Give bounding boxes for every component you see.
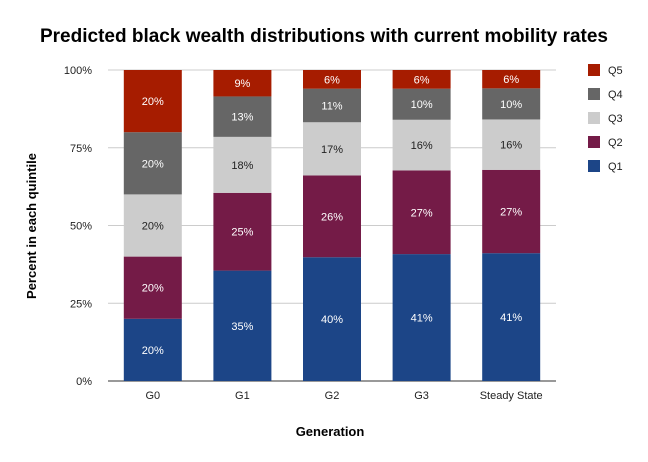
data-label: 20% [142, 96, 164, 108]
bar-segment-q1 [213, 270, 272, 381]
bar-segment-q1 [392, 254, 451, 381]
bar-segment-q5 [123, 70, 182, 133]
bar-stack: 41% 27% 16% 10% 6% [482, 70, 541, 381]
bar-stack: 41% 27% 16% 10% 6% [392, 70, 451, 381]
data-label: 11% [321, 100, 342, 112]
bar-segment-q5 [303, 70, 361, 89]
bar-segment-q4 [482, 88, 541, 120]
legend-label: Q4 [608, 89, 623, 101]
bar-segment-q4 [213, 96, 272, 137]
data-label: 20% [142, 158, 164, 170]
bar-segment-q4 [123, 132, 182, 195]
data-label: 41% [500, 312, 522, 324]
bar-segment-q4 [392, 88, 451, 120]
data-label: 27% [500, 207, 522, 219]
x-tick-label: Steady State [480, 390, 543, 402]
legend-swatch [588, 64, 600, 76]
bar-stack: 35% 25% 18% 13% 9% [213, 70, 272, 381]
bar-segment-q2 [213, 192, 272, 271]
bar-segment-q1 [303, 257, 361, 381]
bar-segment-q2 [303, 175, 361, 258]
data-label: 40% [321, 314, 343, 326]
x-tick-label: G3 [414, 390, 429, 402]
bar-segment-q3 [213, 136, 272, 193]
legend-label: Q2 [608, 137, 623, 149]
bar-segment-q4 [303, 88, 361, 123]
bar-segment-q5 [213, 70, 272, 97]
data-label: 25% [231, 227, 253, 239]
legend-item-q1: Q1 [588, 160, 623, 173]
x-axis-ticks: G0 G1 G2 G3 Steady State [145, 390, 542, 402]
data-label: 20% [142, 221, 164, 233]
y-axis-title: Percent in each quintile [24, 153, 39, 299]
data-label: 10% [411, 99, 433, 111]
bar-stack: 20% 20% 20% 20% 20% [123, 70, 182, 381]
y-tick-label: 50% [70, 221, 92, 233]
bar-segment-q1 [482, 253, 541, 381]
legend-label: Q3 [608, 113, 623, 125]
legend-item-q5: Q5 [588, 64, 623, 77]
bar-segment-q3 [392, 119, 451, 171]
data-label: 6% [324, 74, 340, 86]
legend-item-q3: Q3 [588, 112, 623, 125]
legend-label: Q1 [608, 161, 623, 173]
bar-segment-q2 [392, 170, 451, 255]
bar-segment-q3 [303, 122, 361, 176]
bars: 20% 20% 20% 20% 20% 35% 25% 18% 13% 9% 40% 26% 17% 11… [123, 70, 541, 381]
legend-swatch [588, 160, 600, 172]
bar-segment-q2 [123, 256, 182, 319]
data-label: 16% [411, 140, 433, 152]
data-label: 10% [500, 99, 522, 111]
legend-swatch [588, 88, 600, 100]
x-tick-label: G2 [325, 390, 340, 402]
legend-item-q2: Q2 [588, 136, 623, 149]
bar-stack: 40% 26% 17% 11% 6% [303, 70, 361, 381]
data-label: 41% [411, 313, 433, 325]
y-tick-label: 25% [70, 298, 92, 310]
data-label: 27% [411, 207, 433, 219]
x-tick-label: G0 [145, 390, 160, 402]
data-label: 18% [231, 160, 253, 172]
data-label: 6% [414, 74, 430, 86]
y-tick-label: 75% [70, 143, 92, 155]
data-label: 9% [234, 78, 250, 90]
data-label: 6% [503, 74, 519, 86]
bar-segment-q2 [482, 169, 541, 254]
x-tick-label: G1 [235, 390, 250, 402]
bar-segment-q3 [123, 194, 182, 257]
legend-label: Q5 [608, 65, 623, 77]
y-axis-ticks: 0% 25% 50% 75% 100% [64, 65, 92, 388]
data-label: 20% [142, 283, 164, 295]
data-label: 16% [500, 140, 522, 152]
data-label: 20% [142, 345, 164, 357]
legend-swatch [588, 136, 600, 148]
x-axis-title: Generation [296, 424, 365, 439]
y-tick-label: 100% [64, 65, 92, 77]
chart-title: Predicted black wealth distributions wit… [40, 26, 608, 47]
bar-segment-q5 [392, 70, 451, 89]
data-label: 35% [231, 321, 253, 333]
data-label: 13% [231, 112, 253, 124]
bar-segment-q1 [123, 318, 182, 381]
legend-swatch [588, 112, 600, 124]
y-tick-label: 0% [76, 376, 92, 388]
data-label: 17% [321, 144, 343, 156]
data-label: 26% [321, 211, 343, 223]
bar-segment-q3 [482, 119, 541, 170]
legend: Q5 Q4 Q3 Q2 Q1 [588, 64, 623, 173]
bar-segment-q5 [482, 70, 541, 89]
legend-item-q4: Q4 [588, 88, 623, 101]
